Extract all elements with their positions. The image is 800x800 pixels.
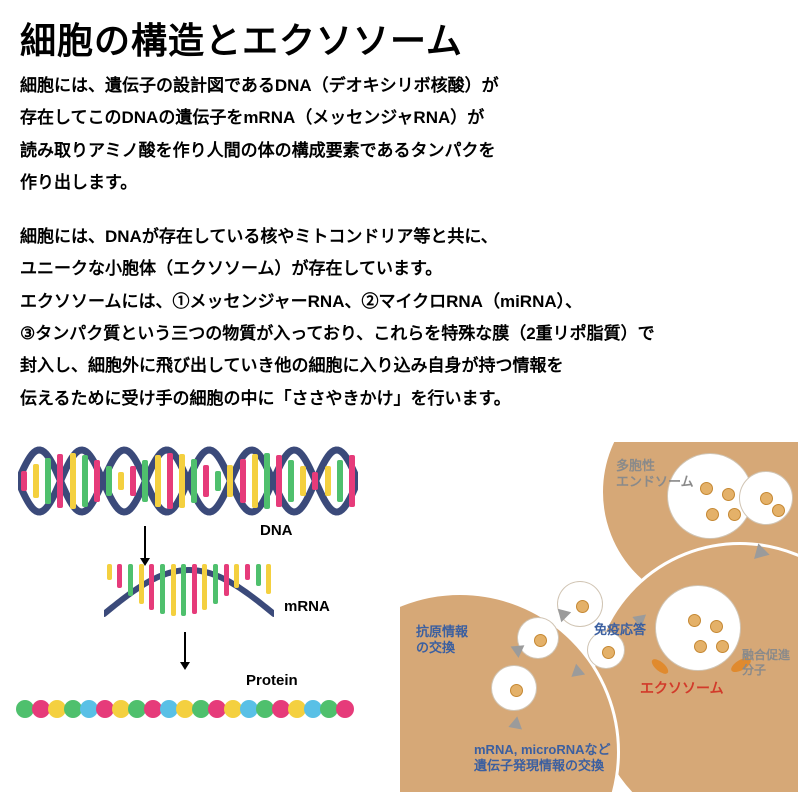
label-protein: Protein [246,672,298,689]
dna-helix [18,446,358,516]
label-dna: DNA [260,522,293,539]
protein-chain [16,700,352,718]
diagram-area: DNA mRNA Protein 多胞性 エンドソーム免疫応答抗原情報 の交換エ… [0,440,800,800]
page-title: 細胞の構造とエクソソーム [0,0,800,68]
paragraph-2: 細胞には、DNAが存在している核やミトコンドリア等と共に、 ユニークな小胞体（エ… [0,219,800,417]
mrna-strand [104,564,274,618]
label-mrna: mRNA [284,598,330,615]
exosome-diagram: 多胞性 エンドソーム免疫応答抗原情報 の交換エクソソーム融合促進 分子mRNA,… [400,442,798,792]
paragraph-1: 細胞には、遺伝子の設計図であるDNA（デオキシリボ核酸）が 存在してこのDNAの… [0,68,800,201]
arrow-mrna-to-protein [180,662,190,670]
